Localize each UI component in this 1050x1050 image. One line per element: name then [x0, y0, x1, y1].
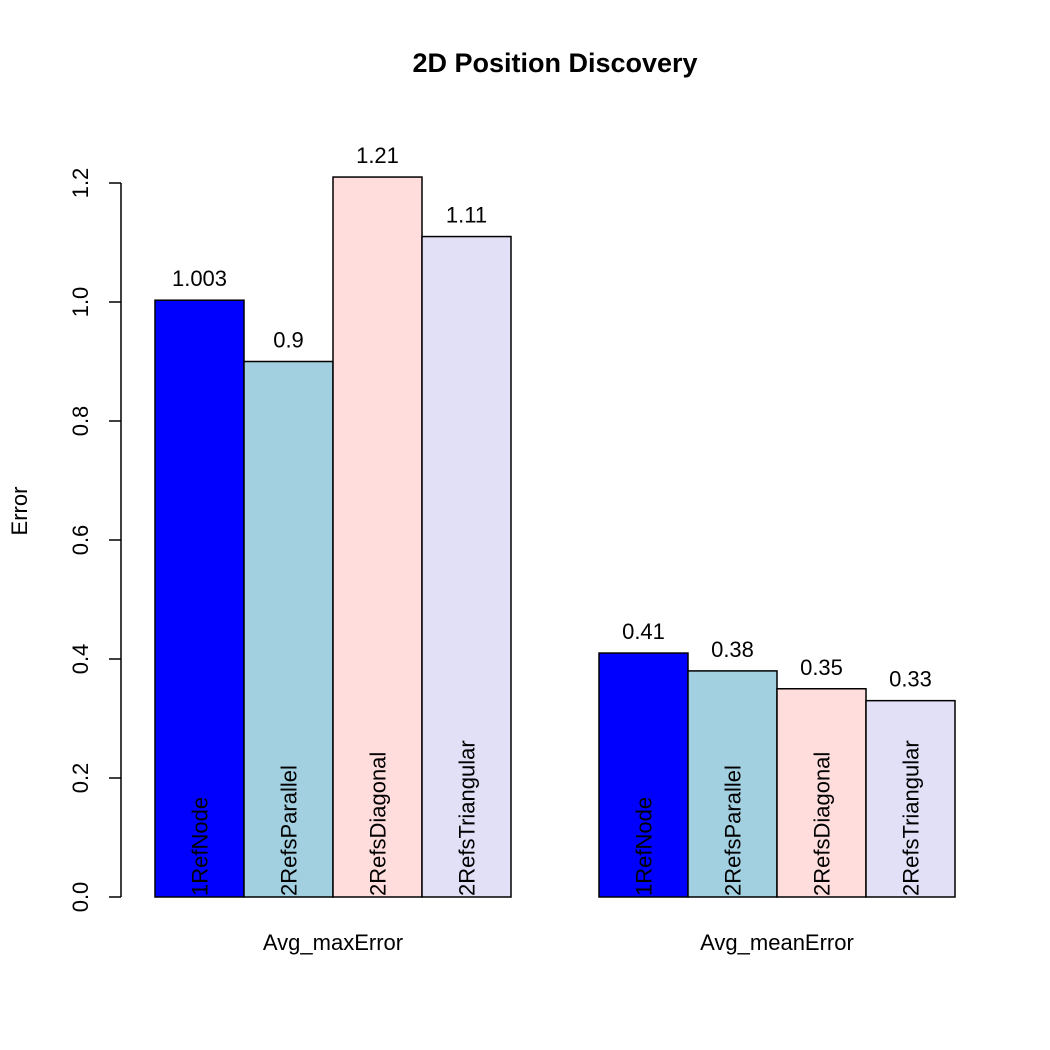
data-label: 0.33 — [889, 667, 932, 692]
y-axis-label: Error — [7, 487, 32, 536]
data-label: 0.35 — [800, 655, 843, 680]
bar — [421, 235, 512, 898]
bar-series-label: 2RefsParallel — [721, 765, 746, 896]
data-label: 0.38 — [711, 637, 754, 662]
y-tick-label: 1.0 — [68, 287, 93, 318]
bar — [332, 176, 423, 898]
x-category-label: Avg_meanError — [700, 930, 854, 955]
bar-series-label: 2RefsParallel — [277, 765, 302, 896]
bar — [865, 699, 956, 898]
y-tick-label: 1.2 — [68, 168, 93, 199]
value-labels: 1.003 0.9 1.21 1.11 0.41 0.38 0.35 0.33 — [172, 143, 932, 692]
data-label: 1.21 — [356, 143, 399, 168]
y-tick-label: 0.8 — [68, 406, 93, 437]
data-label: 1.003 — [172, 266, 227, 291]
y-tick-label: 0.6 — [68, 525, 93, 556]
bar-series-label: 2RefsDiagonal — [810, 752, 835, 896]
group-labels: Avg_maxError Avg_meanError — [263, 930, 854, 955]
y-tick-label: 0.2 — [68, 763, 93, 794]
y-axis: 0.0 0.2 0.4 0.6 0.8 1.0 1.2 — [68, 168, 122, 913]
data-label: 0.9 — [273, 328, 304, 353]
data-label: 0.41 — [622, 619, 665, 644]
bar — [154, 299, 245, 898]
bar — [687, 670, 778, 898]
bar-series-label: 2RefsDiagonal — [366, 752, 391, 896]
bar-series-label: 2RefsTriangular — [455, 740, 480, 896]
bars — [154, 176, 956, 898]
bar-series-label: 2RefsTriangular — [899, 740, 924, 896]
x-category-label: Avg_maxError — [263, 930, 403, 955]
y-tick-label: 0.4 — [68, 644, 93, 675]
chart-title: 2D Position Discovery — [412, 48, 697, 78]
data-label: 1.11 — [446, 203, 487, 228]
bar-series-label: 1RefNode — [632, 797, 657, 896]
y-tick-label: 0.0 — [68, 882, 93, 913]
bar — [243, 360, 334, 898]
bar — [776, 688, 867, 898]
bar-series-label: 1RefNode — [188, 797, 213, 896]
bar-names: 1RefNode 2RefsParallel 2RefsDiagonal 2RefsT… — [188, 740, 924, 896]
